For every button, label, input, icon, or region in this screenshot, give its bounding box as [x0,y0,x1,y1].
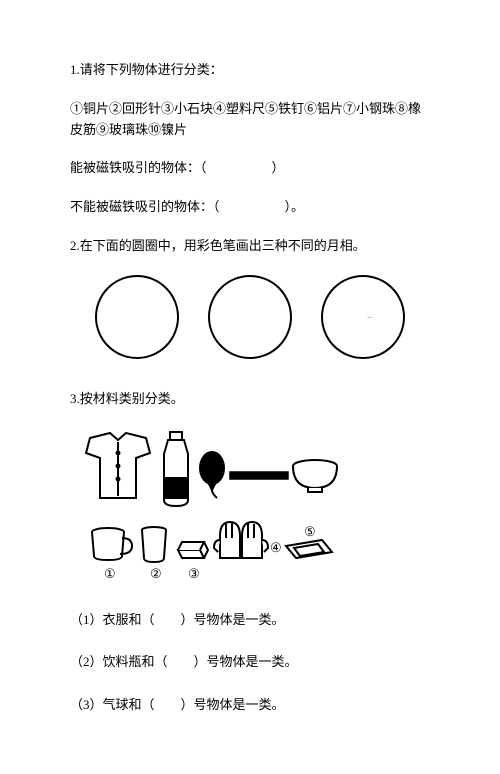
moon-circles-row: – [70,275,430,359]
q1-a-blank[interactable] [207,158,272,179]
q3-sub3-blank[interactable] [155,695,181,716]
q3-sub2-blank[interactable] [168,652,194,673]
q3-sub3: （3）气球和（ ）号物体是一类。 [70,695,430,716]
q3-sub3-suffix: ）号物体是一类。 [181,697,285,712]
worksheet-page: 1.请将下列物体进行分类： ①铜片②回形针③小石块④塑料尺⑤铁钉⑥铝片⑦小钢珠⑧… [0,0,500,774]
q1-line-magnetic: 能被磁铁吸引的物体：（ ） [70,158,430,179]
q3-sub2: （2）饮料瓶和（ ）号物体是一类。 [70,652,430,673]
q3-sub1-prefix: （1）衣服和（ [70,612,155,627]
materials-svg: ① ② ③ [70,428,340,588]
q3-sub1: （1）衣服和（ ）号物体是一类。 [70,610,430,631]
q1-b-prefix: 不能被磁铁吸引的物体：（ [70,199,220,214]
q1-prompt: 1.请将下列物体进行分类： [70,60,430,81]
q1-b-blank[interactable] [220,197,285,218]
q1-b-suffix: ）。 [285,199,305,214]
q1-a-prefix: 能被磁铁吸引的物体：（ [70,160,207,175]
bottle-icon [164,432,188,506]
q1-items: ①铜片②回形针③小石块④塑料尺⑤铁钉⑥铝片⑦小钢珠⑧橡皮筋⑨玻璃珠⑩镍片 [70,99,430,141]
q3-sub3-prefix: （3）气球和（ [70,697,155,712]
materials-figure: ① ② ③ [70,428,430,588]
glass-icon [142,527,166,562]
moon-circle-2[interactable] [208,275,292,359]
shirt-icon [86,433,150,498]
moon-circle-3[interactable]: – [321,275,405,359]
tray-icon [286,540,332,558]
q3-sub2-suffix: ）号物体是一类。 [194,654,298,669]
label-3: ③ [188,566,200,581]
eraser-icon [178,542,208,558]
q3-sub2-prefix: （2）饮料瓶和（ [70,654,168,669]
cup-icon [92,528,132,560]
chopsticks-icon [230,472,288,479]
label-5: ⑤ [304,524,316,539]
q1-line-nonmagnetic: 不能被磁铁吸引的物体：（ ）。 [70,197,430,218]
bowl-icon [293,460,337,492]
q3-prompt: 3.按材料类别分类。 [70,389,430,410]
balloon-icon [200,452,224,498]
gloves-icon [214,522,268,558]
q2-prompt: 2.在下面的圆圈中，用彩色笔画出三种不同的月相。 [70,236,430,257]
label-1: ① [104,566,116,581]
q1-a-suffix: ） [272,160,285,175]
scribble-mark-icon: – [367,310,372,326]
q3-sub1-blank[interactable] [155,610,181,631]
label-2: ② [150,566,162,581]
moon-circle-1[interactable] [95,275,179,359]
label-4: ④ [270,540,282,555]
q3-sub1-suffix: ）号物体是一类。 [181,612,285,627]
